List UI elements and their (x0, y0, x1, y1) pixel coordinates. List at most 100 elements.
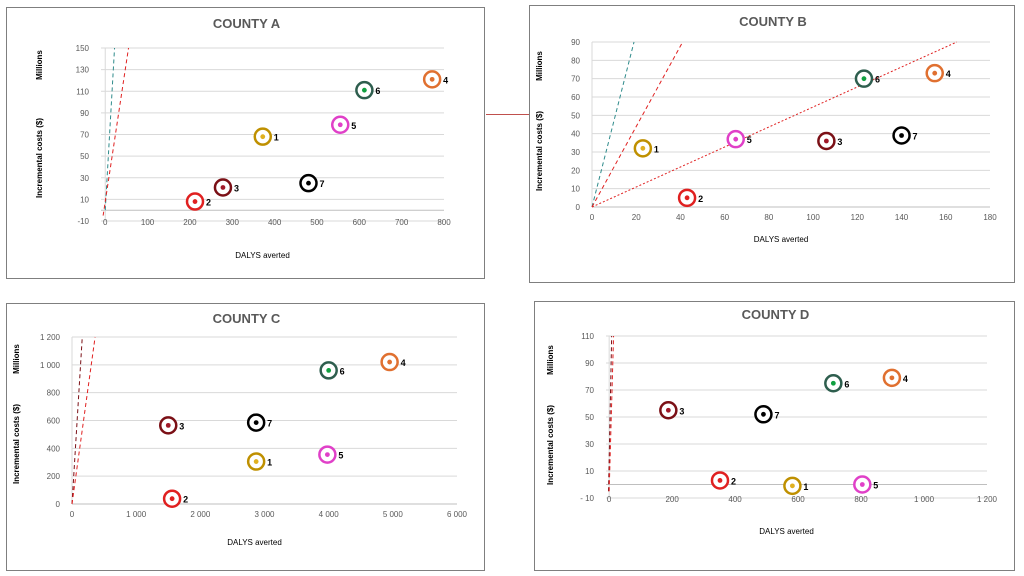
x-tick-label: 140 (895, 213, 909, 222)
county-c-chart: COUNTY C 0 200 400 600 800 1 000 1 200 0 1 000 2 0… (6, 303, 485, 571)
data-point-1: 1 (246, 452, 272, 471)
data-point-marker (429, 76, 435, 82)
data-point-3: 3 (159, 416, 184, 435)
data-point-label: 3 (234, 183, 239, 193)
x-tick-label: 400 (268, 218, 282, 227)
data-point-marker (192, 199, 198, 204)
x-tick-label: 1 000 (126, 510, 147, 519)
y-tick-label: 40 (571, 130, 580, 139)
data-point-marker (253, 420, 259, 425)
x-tick-label: 1 200 (977, 495, 998, 504)
y-tick-label: 30 (585, 440, 594, 449)
threshold-line (591, 41, 635, 208)
data-point-2: 2 (677, 188, 703, 208)
data-point-marker (861, 76, 867, 82)
data-point-6: 6 (319, 361, 345, 380)
x-tick-label: 6 000 (447, 510, 468, 519)
data-point-marker (324, 452, 330, 457)
data-point-2: 2 (710, 471, 736, 490)
x-tick-label: 100 (806, 213, 820, 222)
y-tick-label: 70 (80, 131, 89, 140)
y-tick-label: 60 (571, 93, 580, 102)
chart-title: COUNTY A (213, 16, 281, 31)
data-point-label: 3 (179, 421, 184, 431)
data-point-label: 5 (747, 135, 752, 145)
y-tick-label: 90 (80, 109, 89, 118)
data-point-5: 5 (726, 129, 752, 149)
data-point-7: 7 (246, 413, 272, 432)
y-tick-label: 10 (585, 467, 594, 476)
data-point-4: 4 (925, 63, 951, 83)
data-point-label: 2 (206, 198, 211, 208)
data-point-label: 5 (351, 121, 356, 131)
y-axis-units: Millions (546, 345, 555, 375)
data-point-marker (169, 496, 175, 502)
x-tick-label: 120 (851, 213, 865, 222)
y-tick-label: 50 (585, 413, 594, 422)
data-point-label: 1 (267, 458, 272, 468)
data-point-label: 4 (401, 358, 406, 368)
threshold-line (608, 335, 615, 492)
x-tick-label: 5 000 (383, 510, 404, 519)
x-tick-label: 700 (395, 218, 409, 227)
data-point-label: 6 (340, 366, 345, 376)
data-point-4: 4 (380, 352, 406, 372)
county-c-plot: COUNTY C 0 200 400 600 800 1 000 1 200 0 1 000 2 0… (12, 311, 468, 547)
data-point-label: 7 (913, 132, 918, 142)
x-tick-label: 80 (764, 213, 773, 222)
y-tick-label: 80 (571, 56, 580, 65)
y-tick-label: 1 200 (40, 333, 61, 342)
county-a-chart: COUNTY A -10 10 30 50 70 90 110 130 150 0 100 200 300… (6, 7, 485, 279)
x-tick-label: 600 (353, 218, 367, 227)
data-point-marker (253, 459, 259, 464)
data-point-marker (823, 138, 829, 144)
data-point-5: 5 (331, 115, 356, 135)
data-point-marker (717, 478, 723, 483)
y-tick-label: 30 (571, 148, 580, 157)
data-point-label: 5 (338, 451, 343, 461)
county-b-chart: COUNTY B 0 10 20 30 40 50 60 70 80 90 0 20 40 60 80 100 1… (529, 5, 1015, 283)
data-point-label: 6 (375, 86, 380, 96)
threshold-line (608, 335, 613, 492)
data-point-4: 4 (882, 368, 908, 388)
data-point-label: 2 (698, 194, 703, 204)
data-point-3: 3 (659, 401, 684, 420)
data-point-marker (387, 359, 393, 365)
data-point-label: 7 (774, 410, 779, 420)
x-tick-label: 3 000 (254, 510, 275, 519)
data-point-label: 6 (844, 379, 849, 389)
data-point-5: 5 (853, 475, 878, 494)
x-tick-label: 1 000 (914, 495, 935, 504)
data-point-marker (361, 87, 367, 93)
x-tick-label: 800 (437, 218, 451, 227)
x-axis-title: DALYS averted (235, 251, 290, 260)
data-point-label: 2 (731, 476, 736, 486)
county-b-plot: COUNTY B 0 10 20 30 40 50 60 70 80 90 0 20 40 60 80 100 1… (535, 14, 997, 244)
data-point-5: 5 (318, 445, 343, 464)
data-point-label: 4 (443, 75, 448, 85)
county-d-plot: COUNTY D - 10 10 30 50 70 90 110 0 200 400 600 800 1 … (546, 307, 998, 536)
data-point-4: 4 (422, 70, 448, 89)
x-tick-label: 2 000 (190, 510, 211, 519)
threshold-line (102, 47, 130, 216)
y-tick-label: 10 (80, 195, 89, 204)
data-point-1: 1 (783, 476, 808, 496)
data-point-3: 3 (817, 131, 842, 151)
y-tick-label: - 10 (580, 494, 594, 503)
y-axis-title: Incremental costs ($) (546, 405, 555, 485)
threshold-line (591, 41, 684, 208)
data-point-label: 3 (837, 137, 842, 147)
y-tick-label: 110 (581, 332, 594, 341)
y-axis-title: Incremental costs ($) (12, 404, 21, 484)
threshold-line (71, 336, 96, 505)
y-tick-label: 130 (76, 66, 90, 75)
data-point-marker (165, 422, 171, 428)
y-tick-label: 150 (76, 44, 90, 53)
data-point-marker (306, 180, 311, 186)
data-point-6: 6 (854, 69, 880, 88)
data-point-marker (830, 380, 836, 386)
data-point-label: 4 (946, 69, 951, 79)
data-point-7: 7 (299, 173, 325, 193)
data-point-2: 2 (162, 489, 188, 508)
